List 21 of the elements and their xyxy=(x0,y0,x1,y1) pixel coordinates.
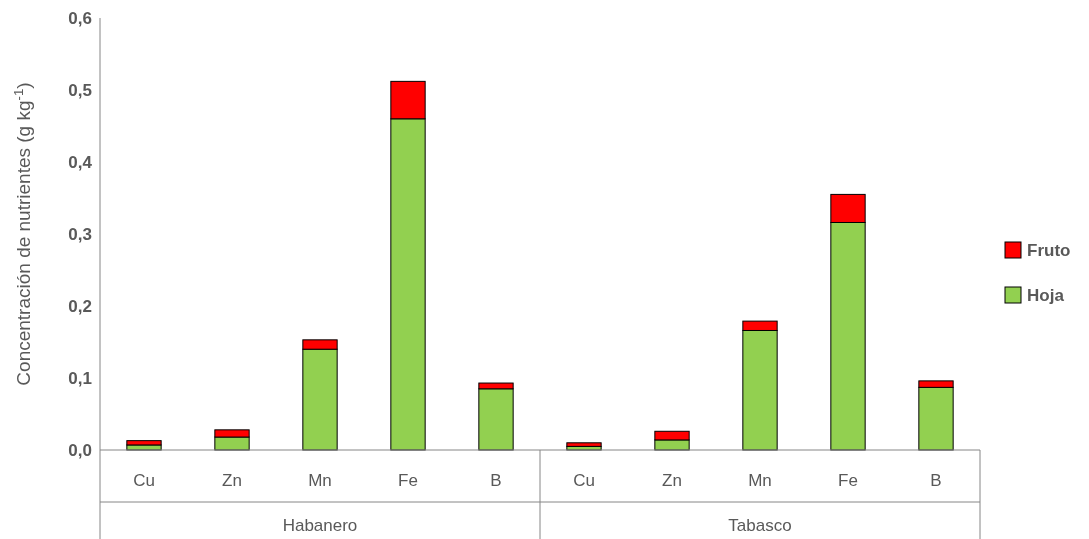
text: Tabasco xyxy=(728,516,792,535)
x-tick-label: Zn xyxy=(662,471,682,490)
y-tick-label: 0,4 xyxy=(68,152,93,172)
x-tick-label: B xyxy=(490,471,502,490)
y-tick-label: 0,5 xyxy=(68,80,92,100)
y-tick-label: 0,2 xyxy=(68,296,92,316)
x-tick-label: B xyxy=(930,471,942,490)
y-tick-label: 0,1 xyxy=(68,368,92,388)
y-tick-label: 0,3 xyxy=(68,224,92,244)
y-tick-label: 0,6 xyxy=(68,8,92,28)
x-tick-label: Fe xyxy=(838,471,858,490)
x-tick-label: Zn xyxy=(222,471,242,490)
x-tick-label: Cu xyxy=(573,471,595,490)
x-tick-label: Cu xyxy=(133,471,155,490)
x-tick-label: Mn xyxy=(748,471,772,490)
legend-label: Fruto xyxy=(1027,240,1071,260)
x-tick-label: Fe xyxy=(398,471,418,490)
text: Habanero xyxy=(282,516,358,535)
legend-label: Hoja xyxy=(1027,285,1065,305)
y-tick-label: 0,0 xyxy=(68,440,92,460)
x-tick-label: Mn xyxy=(308,471,332,490)
